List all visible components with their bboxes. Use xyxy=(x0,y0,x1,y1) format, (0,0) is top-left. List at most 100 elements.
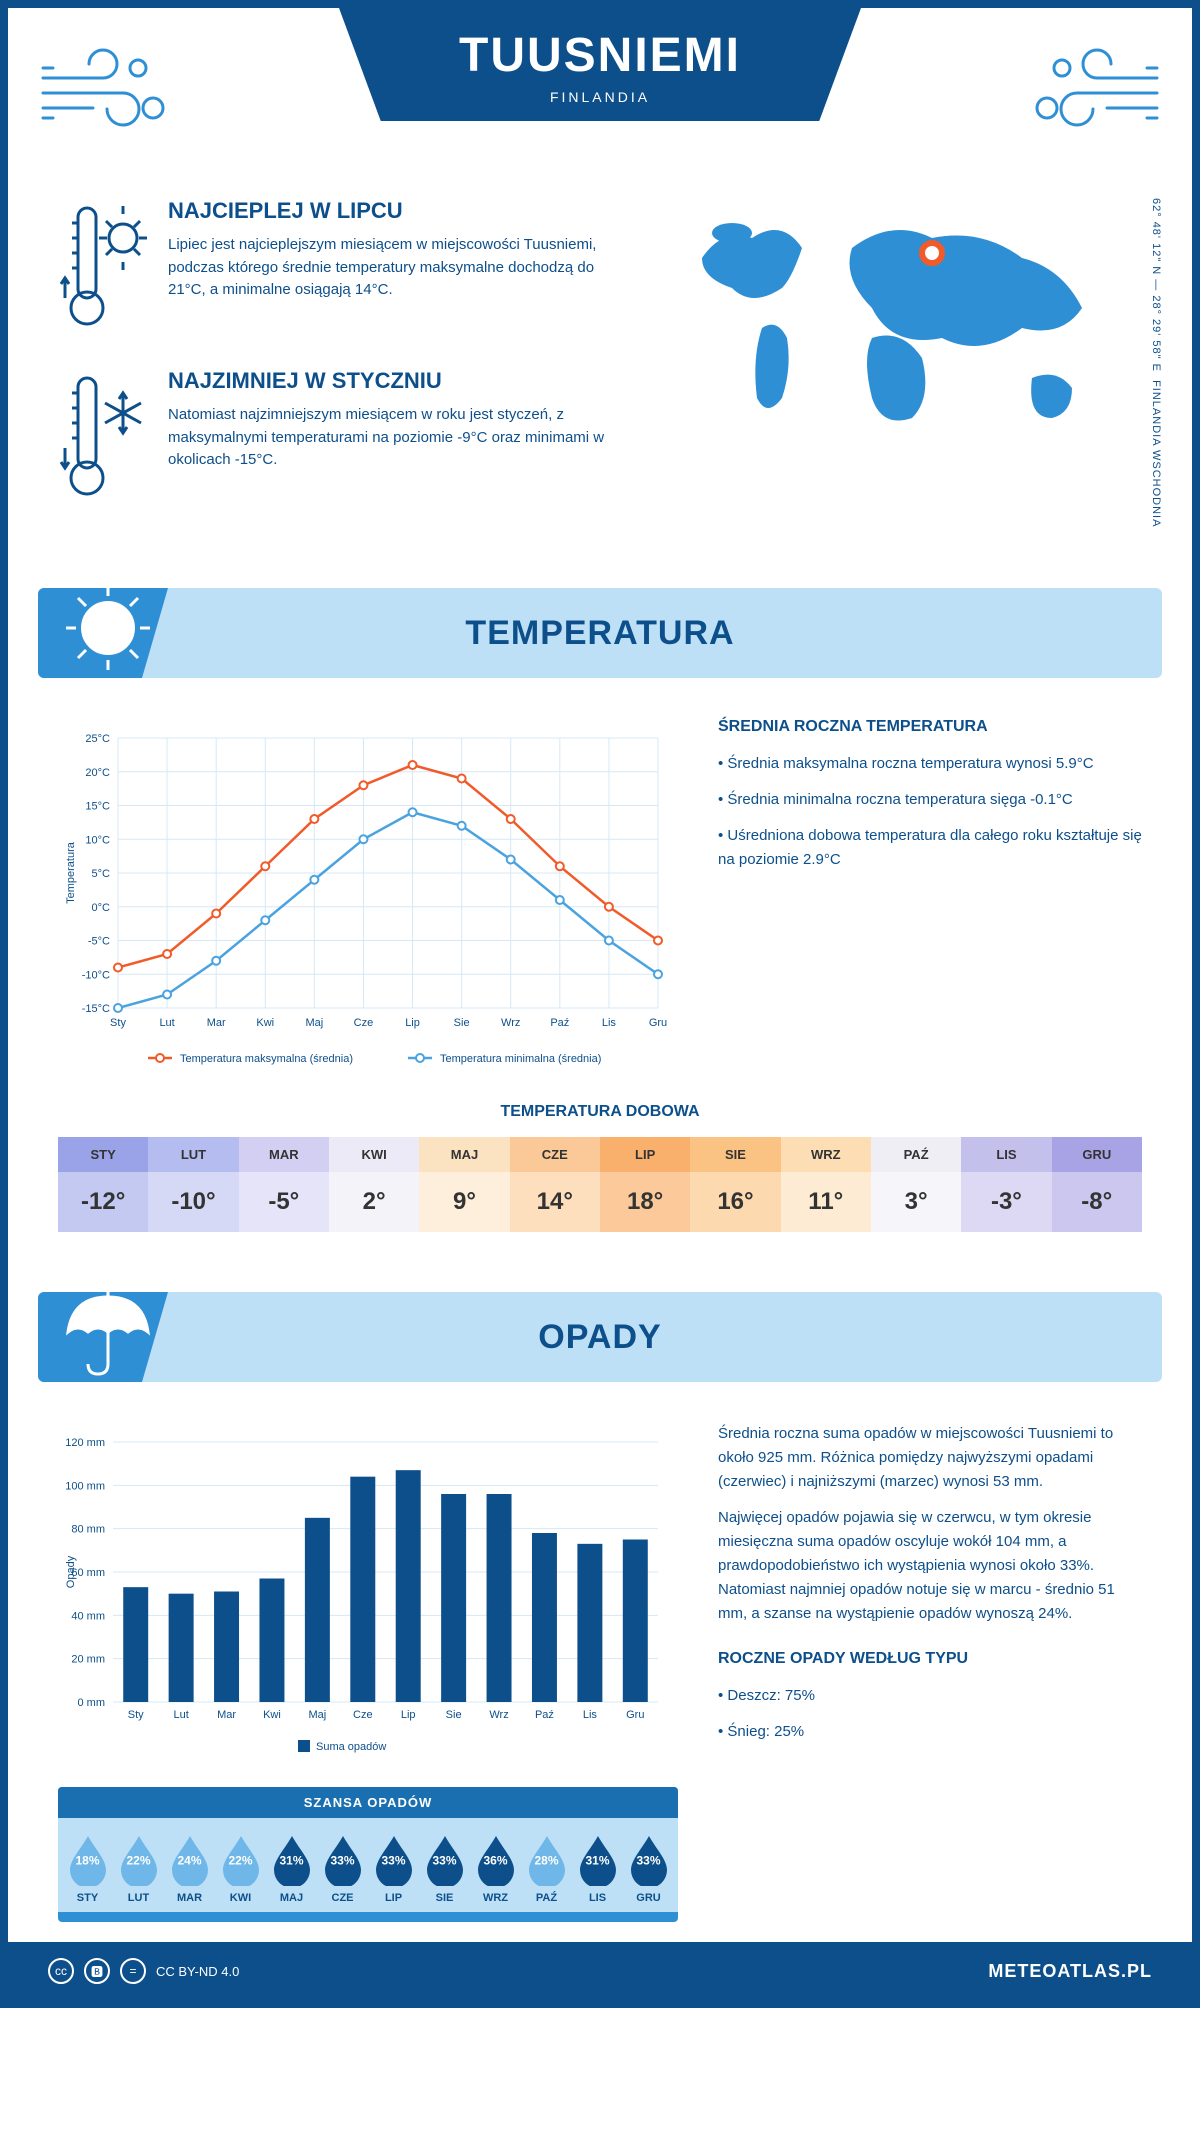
daily-temp-cell: GRU -8° xyxy=(1052,1137,1142,1232)
svg-text:Lis: Lis xyxy=(583,1709,598,1721)
svg-text:Temperatura: Temperatura xyxy=(65,841,77,904)
svg-text:-15°C: -15°C xyxy=(82,1003,110,1015)
precipitation-content: 0 mm20 mm40 mm60 mm80 mm100 mm120 mmStyL… xyxy=(8,1382,1192,1942)
svg-text:Lip: Lip xyxy=(401,1709,416,1721)
chance-cell: 31% MAJ xyxy=(266,1832,317,1904)
license-block: cc 🅱 = CC BY-ND 4.0 xyxy=(48,1958,239,1984)
daily-temp-cell: SIE 16° xyxy=(690,1137,780,1232)
warmest-block: NAJCIEPLEJ W LIPCU Lipiec jest najcieple… xyxy=(58,198,622,338)
chance-pct: 18% xyxy=(75,1853,99,1867)
chance-pct: 33% xyxy=(381,1853,405,1867)
svg-text:25°C: 25°C xyxy=(85,733,110,745)
svg-text:Paź: Paź xyxy=(535,1709,554,1721)
license-text: CC BY-ND 4.0 xyxy=(156,1964,239,1979)
warmest-text: Lipiec jest najcieplejszym miesiącem w m… xyxy=(168,234,622,302)
raindrop-icon: 31% xyxy=(576,1832,620,1886)
svg-text:Cze: Cze xyxy=(354,1017,374,1029)
svg-text:Paź: Paź xyxy=(550,1017,569,1029)
svg-text:Sie: Sie xyxy=(446,1709,462,1721)
raindrop-icon: 22% xyxy=(117,1832,161,1886)
month-label: MAR xyxy=(239,1137,329,1172)
svg-text:80 mm: 80 mm xyxy=(71,1524,105,1536)
raindrop-icon: 33% xyxy=(423,1832,467,1886)
raindrop-icon: 31% xyxy=(270,1832,314,1886)
temperature-title: TEMPERATURA xyxy=(465,614,734,653)
chance-pct: 33% xyxy=(636,1853,660,1867)
chance-title: SZANSA OPADÓW xyxy=(58,1787,678,1818)
precipitation-chance-panel: SZANSA OPADÓW 18% STY 22% LUT 24% MAR 22… xyxy=(58,1787,678,1922)
footer: cc 🅱 = CC BY-ND 4.0 METEOATLAS.PL xyxy=(8,1942,1192,2000)
chance-month: MAR xyxy=(164,1892,215,1904)
precipitation-stats: Średnia roczna suma opadów w miejscowośc… xyxy=(718,1422,1142,1922)
svg-text:Mar: Mar xyxy=(217,1709,236,1721)
temperature-section-header: TEMPERATURA xyxy=(38,588,1162,678)
wind-icon xyxy=(38,38,178,138)
chance-pct: 31% xyxy=(585,1853,609,1867)
chance-cell: 33% GRU xyxy=(623,1832,674,1904)
temp-value: -12° xyxy=(58,1172,148,1232)
coldest-block: NAJZIMNIEJ W STYCZNIU Natomiast najzimni… xyxy=(58,368,622,508)
chance-month: STY xyxy=(62,1892,113,1904)
svg-text:Maj: Maj xyxy=(309,1709,327,1721)
month-label: KWI xyxy=(329,1137,419,1172)
month-label: WRZ xyxy=(781,1137,871,1172)
chance-cell: 33% LIP xyxy=(368,1832,419,1904)
raindrop-icon: 33% xyxy=(321,1832,365,1886)
temp-value: 16° xyxy=(690,1172,780,1232)
cc-icon: cc xyxy=(48,1958,74,1984)
temperature-content: -15°C-10°C-5°C0°C5°C10°C15°C20°C25°CStyL… xyxy=(8,678,1192,1103)
wind-icon xyxy=(1022,38,1162,138)
month-label: SIE xyxy=(690,1137,780,1172)
svg-text:Maj: Maj xyxy=(305,1017,323,1029)
svg-text:Gru: Gru xyxy=(626,1709,644,1721)
svg-text:0 mm: 0 mm xyxy=(78,1697,106,1709)
month-label: STY xyxy=(58,1137,148,1172)
warmest-title: NAJCIEPLEJ W LIPCU xyxy=(168,198,622,224)
svg-text:Mar: Mar xyxy=(207,1017,226,1029)
precip-type-item: Śnieg: 25% xyxy=(718,1720,1142,1744)
chance-month: LUT xyxy=(113,1892,164,1904)
temp-stat-item: Średnia maksymalna roczna temperatura wy… xyxy=(718,752,1142,776)
svg-text:Sie: Sie xyxy=(454,1017,470,1029)
daily-temp-cell: KWI 2° xyxy=(329,1137,419,1232)
title-banner: TUUSNIEMI FINLANDIA xyxy=(339,8,861,121)
svg-text:120 mm: 120 mm xyxy=(65,1437,105,1449)
month-label: GRU xyxy=(1052,1137,1142,1172)
nd-icon: = xyxy=(120,1958,146,1984)
temp-value: -8° xyxy=(1052,1172,1142,1232)
chance-month: GRU xyxy=(623,1892,674,1904)
chance-cell: 36% WRZ xyxy=(470,1832,521,1904)
country-subtitle: FINLANDIA xyxy=(459,89,741,105)
city-title: TUUSNIEMI xyxy=(459,28,741,83)
chance-month: SIE xyxy=(419,1892,470,1904)
svg-text:Temperatura minimalna (średnia: Temperatura minimalna (średnia) xyxy=(440,1053,601,1065)
svg-text:5°C: 5°C xyxy=(92,868,111,880)
chance-pct: 33% xyxy=(432,1853,456,1867)
chance-pct: 28% xyxy=(534,1853,558,1867)
site-name: METEOATLAS.PL xyxy=(988,1961,1152,1982)
svg-text:20°C: 20°C xyxy=(85,767,110,779)
temp-value: -5° xyxy=(239,1172,329,1232)
chance-pct: 33% xyxy=(330,1853,354,1867)
svg-text:Cze: Cze xyxy=(353,1709,373,1721)
chance-pct: 36% xyxy=(483,1853,507,1867)
intro-section: NAJCIEPLEJ W LIPCU Lipiec jest najcieple… xyxy=(8,188,1192,568)
chance-month: PAŹ xyxy=(521,1892,572,1904)
by-icon: 🅱 xyxy=(84,1958,110,1984)
svg-text:0°C: 0°C xyxy=(92,902,111,914)
chance-month: LIS xyxy=(572,1892,623,1904)
chance-pct: 22% xyxy=(228,1853,252,1867)
chance-month: WRZ xyxy=(470,1892,521,1904)
svg-text:Kwi: Kwi xyxy=(263,1709,281,1721)
chance-cell: 33% SIE xyxy=(419,1832,470,1904)
svg-text:-5°C: -5°C xyxy=(88,936,110,948)
svg-text:10°C: 10°C xyxy=(85,834,110,846)
temp-value: 11° xyxy=(781,1172,871,1232)
chance-cell: 22% KWI xyxy=(215,1832,266,1904)
raindrop-icon: 24% xyxy=(168,1832,212,1886)
daily-temp-cell: LIP 18° xyxy=(600,1137,690,1232)
chance-month: CZE xyxy=(317,1892,368,1904)
svg-text:Wrz: Wrz xyxy=(501,1017,520,1029)
chance-month: LIP xyxy=(368,1892,419,1904)
temperature-stats: ŚREDNIA ROCZNA TEMPERATURA Średnia maksy… xyxy=(718,718,1142,1083)
